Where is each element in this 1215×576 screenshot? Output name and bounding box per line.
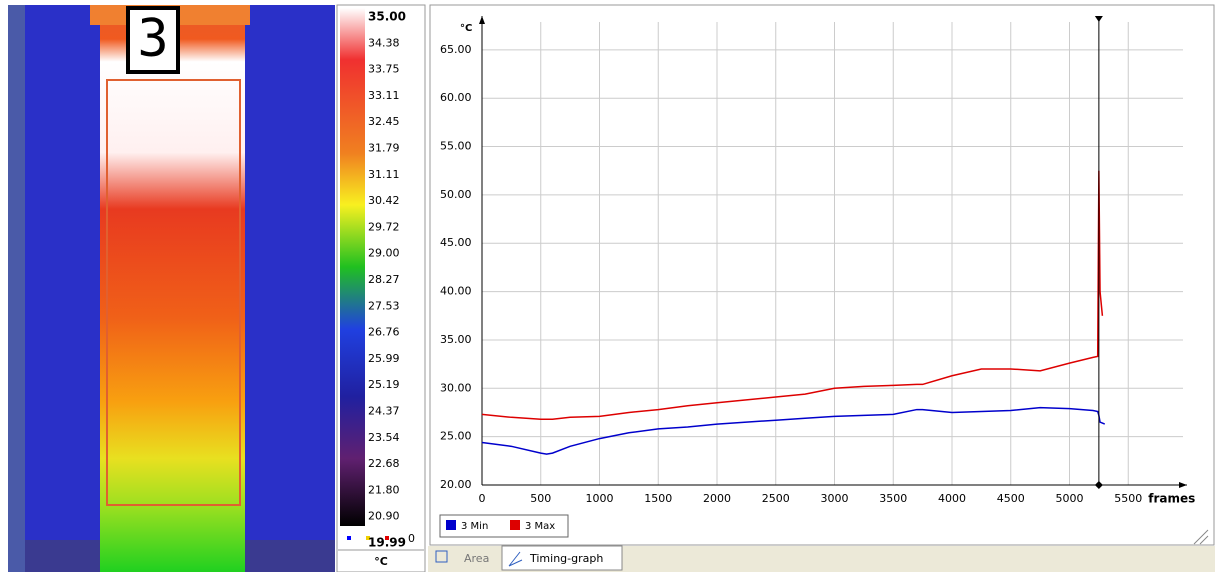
chart-panel xyxy=(430,5,1214,545)
scale-label: 35.00 xyxy=(368,10,406,24)
y-tick-label: 25.00 xyxy=(440,430,472,443)
legend-swatch xyxy=(446,520,456,530)
scale-label: 29.72 xyxy=(368,220,400,233)
tab-area[interactable]: Area xyxy=(464,552,489,565)
x-axis-label: frames xyxy=(1148,492,1195,506)
scale-label: 25.99 xyxy=(368,352,400,365)
scale-unit: °C xyxy=(374,555,388,568)
scale-label: 32.45 xyxy=(368,115,400,128)
y-tick-label: 30.00 xyxy=(440,381,472,394)
image-edge xyxy=(8,5,25,572)
scale-label: 21.80 xyxy=(368,483,400,496)
legend-label: 3 Min xyxy=(461,521,488,532)
y-tick-label: 60.00 xyxy=(440,91,472,104)
x-tick-label: 3000 xyxy=(821,492,849,505)
y-tick-label: 50.00 xyxy=(440,188,472,201)
scale-label: 31.79 xyxy=(368,142,400,155)
x-tick-label: 2000 xyxy=(703,492,731,505)
area-label: 3 xyxy=(137,9,168,69)
x-tick-label: 5500 xyxy=(1114,492,1142,505)
tab-timing-graph[interactable]: Timing-graph xyxy=(529,552,603,565)
y-tick-label: 55.00 xyxy=(440,140,472,153)
y-tick-label: 45.00 xyxy=(440,236,472,249)
y-tick-label: 65.00 xyxy=(440,43,472,56)
scale-bar xyxy=(340,8,365,526)
x-tick-label: 3500 xyxy=(879,492,907,505)
scale-label: 29.00 xyxy=(368,247,400,260)
x-tick-label: 500 xyxy=(530,492,551,505)
scale-label: 30.42 xyxy=(368,194,400,207)
y-tick-label: 35.00 xyxy=(440,333,472,346)
scale-label: 27.53 xyxy=(368,299,400,312)
specimen xyxy=(100,5,245,572)
scale-label: 19.99 xyxy=(368,536,406,550)
scale-label: 26.76 xyxy=(368,326,400,339)
scale-label: 33.75 xyxy=(368,63,400,76)
screen: 3 0 °C Area Timing-graph 35.00 34.38 33.75… xyxy=(0,0,1215,572)
y-tick-label: 20.00 xyxy=(440,478,472,491)
scale-label: 23.54 xyxy=(368,431,400,444)
scale-label: 25.19 xyxy=(368,378,400,391)
x-tick-label: 2500 xyxy=(762,492,790,505)
y-tick-label: 40.00 xyxy=(440,285,472,298)
scale-label: 24.37 xyxy=(368,405,400,418)
x-tick-label: 1500 xyxy=(644,492,672,505)
x-tick-label: 4000 xyxy=(938,492,966,505)
scale-label: 33.11 xyxy=(368,89,400,102)
scale-label: 28.27 xyxy=(368,273,400,286)
scale-label: 22.68 xyxy=(368,457,400,470)
scale-label: 34.38 xyxy=(368,36,400,49)
x-tick-label: 0 xyxy=(479,492,486,505)
legend-label: 3 Max xyxy=(525,521,555,532)
legend-swatch xyxy=(510,520,520,530)
x-tick-label: 5000 xyxy=(1056,492,1084,505)
icon xyxy=(347,536,351,540)
scale-label: 31.11 xyxy=(368,168,400,181)
scale-label: 20.90 xyxy=(368,510,400,523)
page: 3 0 °C Area Timing-graph 35.00 34.38 33.75… xyxy=(0,0,1215,572)
scale-indicator: 0 xyxy=(408,532,415,545)
x-tick-label: 4500 xyxy=(997,492,1025,505)
y-axis-label: °C xyxy=(460,23,472,34)
x-tick-label: 1000 xyxy=(586,492,614,505)
